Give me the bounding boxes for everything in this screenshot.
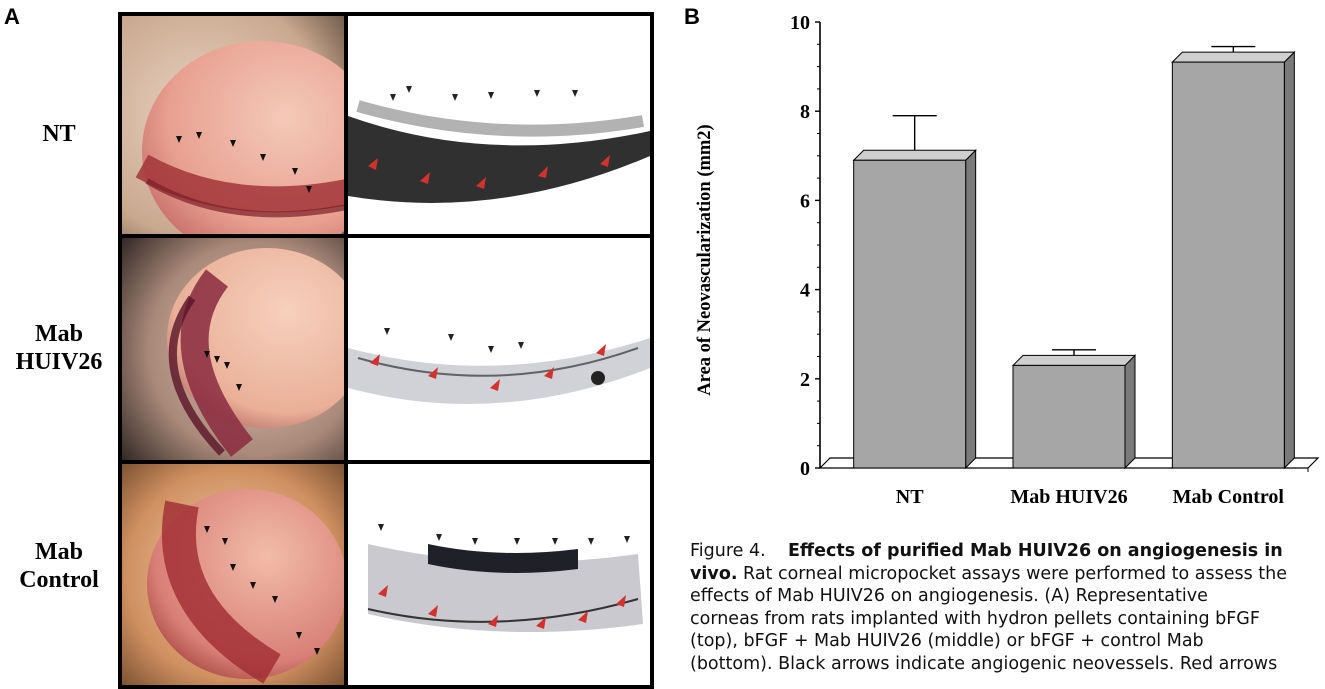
photo-eye-huiv26 (122, 238, 344, 460)
caption-line-2-text: Rat corneal micropocket assays were perf… (737, 563, 1287, 584)
bar-chart: 0 2 4 6 8 10 Area of Neovascularization (mm2) N… (695, 12, 1320, 508)
x-tick-label: NT (896, 486, 924, 508)
caption-title-part1: Effects of purified Mab HUIV26 on angiog… (787, 541, 1283, 561)
bar-top (1171, 51, 1296, 63)
bar-side (1283, 50, 1295, 470)
vessel-image-nt (348, 16, 650, 234)
row-label-control-line1: Mab (35, 539, 83, 565)
photo-eye-nt (122, 16, 344, 234)
photo-eye-control (122, 464, 344, 685)
row-label-huiv26: Mab HUIV26 (0, 320, 118, 376)
panel-b-letter: B (684, 4, 700, 29)
y-axis-label: Area of Neovascularization (mm2) (695, 124, 715, 395)
bar-mab-huiv26 (1012, 364, 1126, 469)
caption-title-part2: vivo. (690, 563, 738, 584)
caption-line-5: (top), bFGF + Mab HUIV26 (middle) or bFG… (690, 631, 1204, 651)
x-tick-label: Mab Control (1173, 486, 1285, 508)
chart-floor (819, 457, 1320, 469)
caption-figure-label: Figure 4. (690, 541, 766, 561)
bar-top (852, 149, 977, 161)
y-tick-label: 0 (800, 458, 810, 480)
row-label-nt: NT (0, 120, 118, 148)
y-tick-label: 6 (800, 190, 810, 212)
row-label-nt-line1: NT (42, 121, 76, 147)
figure-caption: Figure 4. Effects of purified Mab HUIV26… (690, 540, 1325, 675)
bar-side (1124, 354, 1136, 470)
y-tick-label: 4 (800, 280, 810, 302)
bar-nt (853, 159, 967, 469)
row-label-huiv26-line2: HUIV26 (15, 349, 103, 375)
vessel-image-control (348, 464, 650, 685)
caption-line-2: vivo. Rat corneal micropocket assays wer… (690, 563, 1325, 586)
panel-a-letter: A (4, 4, 20, 29)
vessel-image-huiv26 (348, 238, 650, 460)
row-label-control-line2: Control (19, 567, 99, 593)
bar-side (965, 149, 977, 470)
caption-line-6: (bottom). Black arrows indicate angiogen… (690, 653, 1278, 674)
bar-mab-control (1171, 61, 1285, 469)
caption-line-3: effects of Mab HUIV26 on angiogenesis. (… (690, 586, 1208, 606)
caption-line-1: Figure 4. Effects of purified Mab HUIV26… (690, 540, 1325, 563)
y-tick-label: 8 (800, 101, 810, 123)
row-label-huiv26-line1: Mab (35, 321, 83, 347)
x-tick-label: Mab HUIV26 (1010, 486, 1127, 508)
caption-line-4: corneas from rats implanted with hydron … (690, 608, 1260, 629)
image-grid-frame (118, 12, 654, 689)
y-tick-label: 10 (790, 12, 810, 34)
y-tick-label: 2 (800, 369, 810, 391)
row-label-control: Mab Control (0, 538, 118, 594)
bar-top (1011, 354, 1137, 366)
